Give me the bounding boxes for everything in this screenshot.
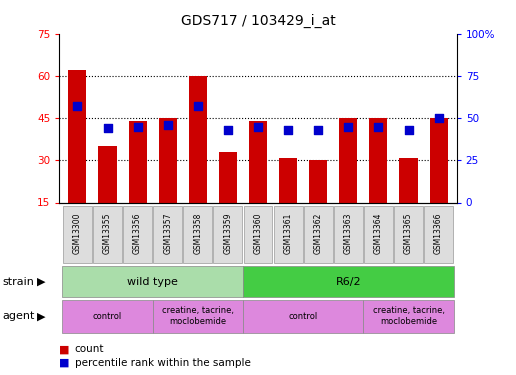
Text: wild type: wild type	[127, 277, 178, 286]
Point	[194, 103, 202, 110]
Text: GDS717 / 103429_i_at: GDS717 / 103429_i_at	[181, 13, 335, 28]
Text: GSM13363: GSM13363	[344, 212, 353, 254]
Text: control: control	[93, 312, 122, 321]
Bar	[243, 266, 454, 297]
Text: GSM13366: GSM13366	[434, 212, 443, 254]
Point	[344, 124, 352, 130]
Bar	[309, 160, 327, 202]
Bar	[399, 158, 417, 203]
Text: GSM13300: GSM13300	[73, 212, 82, 254]
Text: ▶: ▶	[37, 277, 45, 286]
Text: GSM13361: GSM13361	[284, 213, 293, 254]
FancyBboxPatch shape	[63, 206, 92, 263]
Point	[405, 127, 413, 133]
Point	[374, 124, 382, 130]
Bar	[340, 118, 357, 202]
FancyBboxPatch shape	[273, 206, 302, 263]
Text: ■: ■	[59, 358, 70, 368]
Text: creatine, tacrine,
moclobemide: creatine, tacrine, moclobemide	[373, 306, 444, 326]
Bar	[369, 118, 388, 202]
Point	[103, 125, 111, 131]
Point	[73, 103, 82, 110]
Point	[224, 127, 232, 133]
Text: R6/2: R6/2	[335, 277, 361, 286]
FancyBboxPatch shape	[183, 206, 212, 263]
Bar	[219, 152, 237, 202]
FancyBboxPatch shape	[364, 206, 393, 263]
Bar	[243, 300, 363, 333]
Bar	[430, 118, 448, 202]
Text: ▶: ▶	[37, 311, 45, 321]
Bar	[153, 300, 243, 333]
FancyBboxPatch shape	[214, 206, 243, 263]
Text: GSM13364: GSM13364	[374, 212, 383, 254]
Text: agent: agent	[3, 311, 35, 321]
FancyBboxPatch shape	[424, 206, 453, 263]
FancyBboxPatch shape	[123, 206, 152, 263]
Text: GSM13356: GSM13356	[133, 212, 142, 254]
FancyBboxPatch shape	[394, 206, 423, 263]
Text: GSM13365: GSM13365	[404, 212, 413, 254]
Bar	[99, 146, 117, 202]
Point	[284, 127, 292, 133]
Point	[164, 122, 172, 128]
Point	[254, 124, 262, 130]
Bar	[68, 70, 87, 202]
Bar	[159, 118, 176, 202]
Bar	[279, 158, 297, 203]
Text: GSM13355: GSM13355	[103, 212, 112, 254]
Text: ■: ■	[59, 345, 70, 354]
Point	[134, 124, 142, 130]
Text: GSM13357: GSM13357	[163, 212, 172, 254]
Text: creatine, tacrine,
moclobemide: creatine, tacrine, moclobemide	[162, 306, 234, 326]
Text: GSM13362: GSM13362	[314, 213, 322, 254]
Bar	[128, 121, 147, 202]
Bar	[62, 266, 243, 297]
Text: strain: strain	[3, 277, 35, 286]
Text: GSM13360: GSM13360	[253, 212, 263, 254]
Point	[434, 115, 443, 121]
Bar	[62, 300, 153, 333]
Text: control: control	[288, 312, 318, 321]
FancyBboxPatch shape	[244, 206, 272, 263]
Text: percentile rank within the sample: percentile rank within the sample	[75, 358, 251, 368]
FancyBboxPatch shape	[334, 206, 363, 263]
Text: count: count	[75, 345, 104, 354]
Point	[314, 127, 322, 133]
FancyBboxPatch shape	[153, 206, 182, 263]
Text: GSM13358: GSM13358	[194, 213, 202, 254]
FancyBboxPatch shape	[304, 206, 333, 263]
Bar	[189, 76, 207, 202]
Bar	[249, 121, 267, 202]
FancyBboxPatch shape	[93, 206, 122, 263]
Text: GSM13359: GSM13359	[223, 212, 232, 254]
Bar	[363, 300, 454, 333]
